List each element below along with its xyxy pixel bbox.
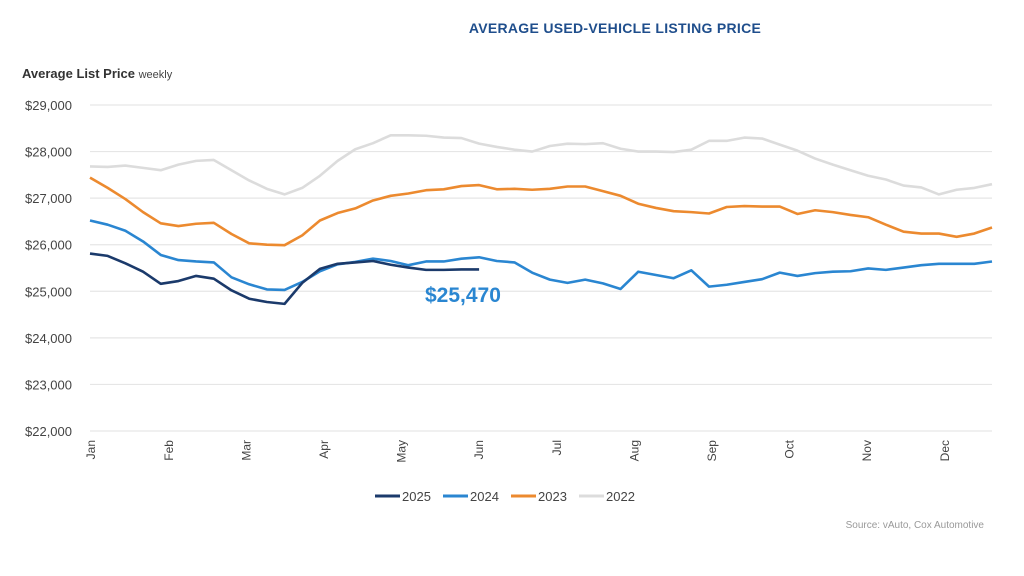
chart-title: AVERAGE USED-VEHICLE LISTING PRICE: [468, 20, 762, 36]
x-tick-label: Feb: [162, 440, 176, 461]
y-tick-label: $27,000: [25, 191, 72, 206]
x-tick-label: Aug: [627, 440, 641, 461]
legend-label-2022: 2022: [606, 489, 635, 504]
x-tick-label: Sep: [705, 440, 719, 462]
legend-label-2023: 2023: [538, 489, 567, 504]
series-line-2024: [89, 219, 993, 292]
x-tick-label: Jan: [84, 440, 98, 459]
y-tick-label: $28,000: [25, 145, 72, 160]
series-line-2022: [89, 133, 993, 196]
y-tick-label: $23,000: [25, 377, 72, 392]
x-tick-label: Mar: [239, 440, 253, 461]
x-tick-label: Dec: [938, 440, 952, 461]
legend-label-2024: 2024: [470, 489, 499, 504]
y-axis-note: weekly: [138, 69, 173, 81]
x-tick-label: Apr: [317, 440, 331, 459]
source-note: Source: vAuto, Cox Automotive: [845, 520, 984, 531]
y-tick-label: $24,000: [25, 331, 72, 346]
y-tick-label: $22,000: [25, 424, 72, 439]
x-tick-label: Oct: [783, 439, 797, 458]
x-tick-label: May: [395, 440, 409, 463]
series-line-2025: [89, 252, 480, 306]
x-tick-label: Nov: [860, 440, 874, 461]
series-line-2023: [89, 176, 993, 247]
y-tick-label: $29,000: [25, 98, 72, 113]
y-tick-label: $25,000: [25, 284, 72, 299]
legend-label-2025: 2025: [402, 489, 431, 504]
x-tick-label: Jul: [550, 440, 564, 455]
annotation-label: $25,470: [425, 284, 501, 307]
y-axis-title: Average List Price weekly: [22, 66, 172, 81]
x-tick-label: Jun: [472, 440, 486, 459]
y-axis-label: Average List Price: [22, 66, 135, 81]
y-tick-label: $26,000: [25, 238, 72, 253]
